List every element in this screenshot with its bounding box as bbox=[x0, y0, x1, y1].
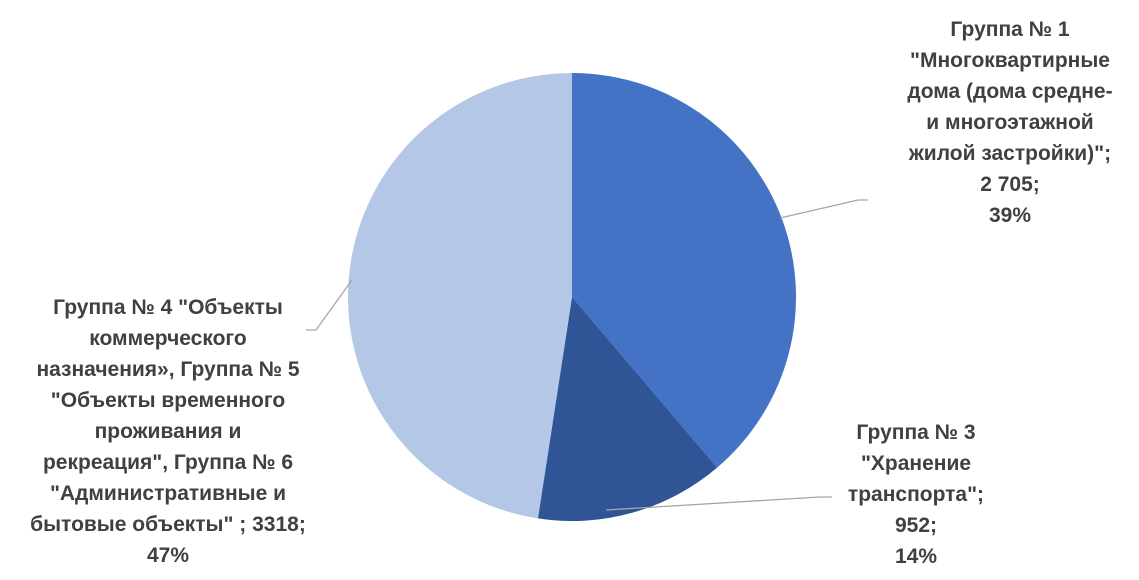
data-labels: Группа № 1 "Многоквартирные дома (дома сре… bbox=[30, 18, 1112, 568]
data-label-line: проживания и bbox=[95, 420, 242, 443]
leader-line-3 bbox=[306, 279, 353, 331]
data-label-line: "Хранение bbox=[861, 452, 971, 475]
data-label-line: "Административные и bbox=[50, 482, 286, 505]
data-label-line: 14% bbox=[895, 545, 937, 568]
data-label-line: дома (дома средне- bbox=[907, 80, 1112, 103]
data-label-line: "Объекты временного bbox=[51, 389, 285, 412]
leader-line-2 bbox=[605, 496, 832, 511]
data-label-line: 2 705; bbox=[980, 173, 1040, 196]
pie-slice-2 bbox=[537, 297, 718, 521]
leader-lines bbox=[306, 199, 868, 511]
pie-slice-3 bbox=[348, 73, 572, 519]
data-label-2: Группа № 3 "Хранение транспорта"; 952; 14% bbox=[848, 421, 984, 568]
data-label-line: 39% bbox=[989, 204, 1031, 227]
data-label-line: жилой застройки)"; bbox=[908, 142, 1111, 165]
data-label-line: транспорта"; bbox=[848, 483, 984, 506]
data-label-line: рекреация", Группа № 6 bbox=[43, 451, 293, 474]
data-label-line: и многоэтажной bbox=[926, 111, 1093, 134]
data-label-3: Группа № 4 "Объекты коммерческого назначен… bbox=[30, 296, 306, 567]
data-label-1: Группа № 1 "Многоквартирные дома (дома сре… bbox=[907, 18, 1112, 227]
data-label-line: 47% bbox=[147, 544, 189, 567]
data-label-line: Группа № 1 bbox=[950, 18, 1069, 41]
data-label-line: Группа № 3 bbox=[856, 421, 975, 444]
pie-slice-1 bbox=[572, 73, 797, 468]
data-label-line: Группа № 4 "Объекты bbox=[53, 296, 283, 319]
data-label-line: 952; bbox=[895, 514, 937, 537]
data-label-line: коммерческого bbox=[89, 327, 246, 350]
data-label-line: бытовые объекты" ; 3318; bbox=[30, 513, 306, 536]
data-label-line: "Многоквартирные bbox=[910, 49, 1110, 72]
leader-line-1 bbox=[779, 199, 868, 219]
data-label-line: назначения», Группа № 5 bbox=[36, 358, 299, 381]
pie-slices bbox=[348, 73, 797, 521]
